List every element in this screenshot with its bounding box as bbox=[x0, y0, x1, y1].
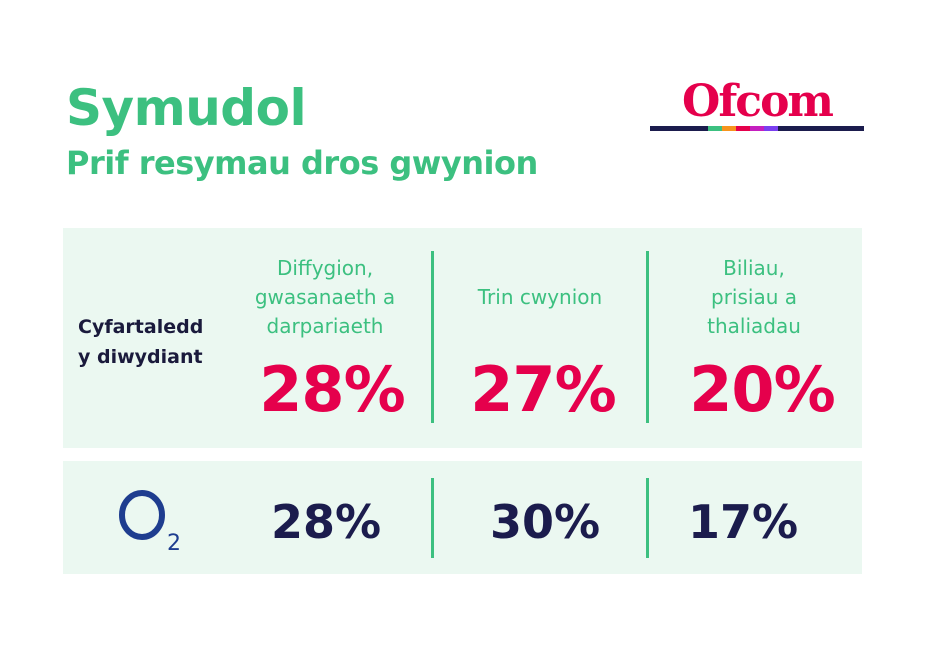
provider-value-billing: 17% bbox=[687, 495, 799, 549]
logo-bar-segment bbox=[722, 126, 736, 131]
logo-bar-segment bbox=[650, 126, 708, 131]
page-title: Symudol bbox=[66, 79, 307, 137]
column-heading-billing: Biliau, prisiau a thaliadau bbox=[654, 254, 854, 341]
column-heading-faults: Diffygion, gwasanaeth a darpariaeth bbox=[225, 254, 425, 341]
column-divider bbox=[431, 251, 434, 423]
industry-average-panel bbox=[63, 228, 862, 448]
provider-value-faults: 28% bbox=[270, 495, 382, 549]
heading-line: darpariaeth bbox=[266, 314, 384, 338]
industry-average-label: Cyfartaledd y diwydiant bbox=[78, 312, 238, 372]
logo-bar-segment bbox=[750, 126, 764, 131]
industry-value-complaint-handling: 27% bbox=[470, 353, 616, 426]
o2-logo: 2 bbox=[119, 490, 181, 556]
industry-value-billing: 20% bbox=[689, 353, 835, 426]
column-divider bbox=[646, 251, 649, 423]
ofcom-logo-bar bbox=[650, 126, 864, 131]
logo-bar-segment bbox=[708, 126, 722, 131]
column-heading-complaint-handling: Trin cwynion bbox=[440, 283, 640, 312]
column-divider bbox=[431, 478, 434, 558]
provider-panel bbox=[63, 461, 862, 574]
heading-line: Biliau, bbox=[723, 256, 785, 280]
provider-value-complaint-handling: 30% bbox=[489, 495, 601, 549]
heading-line: Trin cwynion bbox=[477, 285, 603, 309]
ofcom-logo: Ofcom bbox=[648, 76, 866, 132]
heading-line: gwasanaeth a bbox=[254, 285, 396, 309]
logo-bar-segment bbox=[736, 126, 750, 131]
o2-logo-ring bbox=[119, 490, 165, 540]
industry-average-label-line1: Cyfartaledd bbox=[78, 316, 204, 338]
heading-line: Diffygion, bbox=[276, 256, 374, 280]
page-subtitle: Prif resymau dros gwynion bbox=[66, 144, 538, 182]
logo-bar-segment bbox=[764, 126, 778, 131]
industry-average-label-line2: y diwydiant bbox=[78, 346, 203, 368]
heading-line: thaliadau bbox=[707, 314, 801, 338]
o2-logo-subscript: 2 bbox=[167, 531, 181, 556]
industry-value-faults: 28% bbox=[259, 353, 405, 426]
column-divider bbox=[646, 478, 649, 558]
ofcom-logo-text: Ofcom bbox=[682, 76, 834, 127]
logo-bar-segment bbox=[778, 126, 864, 131]
heading-line: prisiau a bbox=[711, 285, 797, 309]
